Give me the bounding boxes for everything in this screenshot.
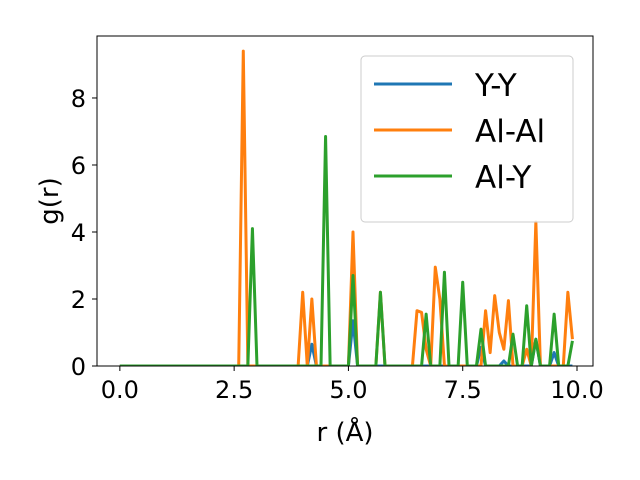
x-tick-label: 5.0 [329, 376, 367, 404]
y-tick-label: 4 [71, 219, 86, 247]
y-tick-label: 6 [71, 152, 86, 180]
x-tick-label: 10.0 [550, 376, 603, 404]
x-tick-label: 2.5 [215, 376, 253, 404]
y-tick-label: 0 [71, 353, 86, 381]
legend-box [360, 55, 574, 223]
x-tick-label: 0.0 [101, 376, 139, 404]
legend: Y-Y Al-Al Al-Y [360, 55, 574, 223]
plot-area-frame [96, 35, 594, 367]
series-layer [119, 49, 574, 366]
x-axis: 0.0 2.5 5.0 7.5 10.0 [101, 366, 604, 404]
series-line-2 [119, 135, 574, 366]
y-tick-label: 8 [71, 85, 86, 113]
y-axis: 0 2 4 6 8 [71, 85, 97, 381]
series-line-1 [119, 49, 574, 366]
legend-label-2: Al-Y [475, 160, 531, 196]
y-axis-label: g(r) [35, 177, 65, 224]
x-axis-label: r (Å) [316, 416, 373, 448]
x-tick-label: 7.5 [444, 376, 482, 404]
y-tick-label: 2 [71, 286, 86, 314]
legend-label-0: Y-Y [474, 68, 517, 104]
legend-label-1: Al-Al [475, 114, 545, 150]
